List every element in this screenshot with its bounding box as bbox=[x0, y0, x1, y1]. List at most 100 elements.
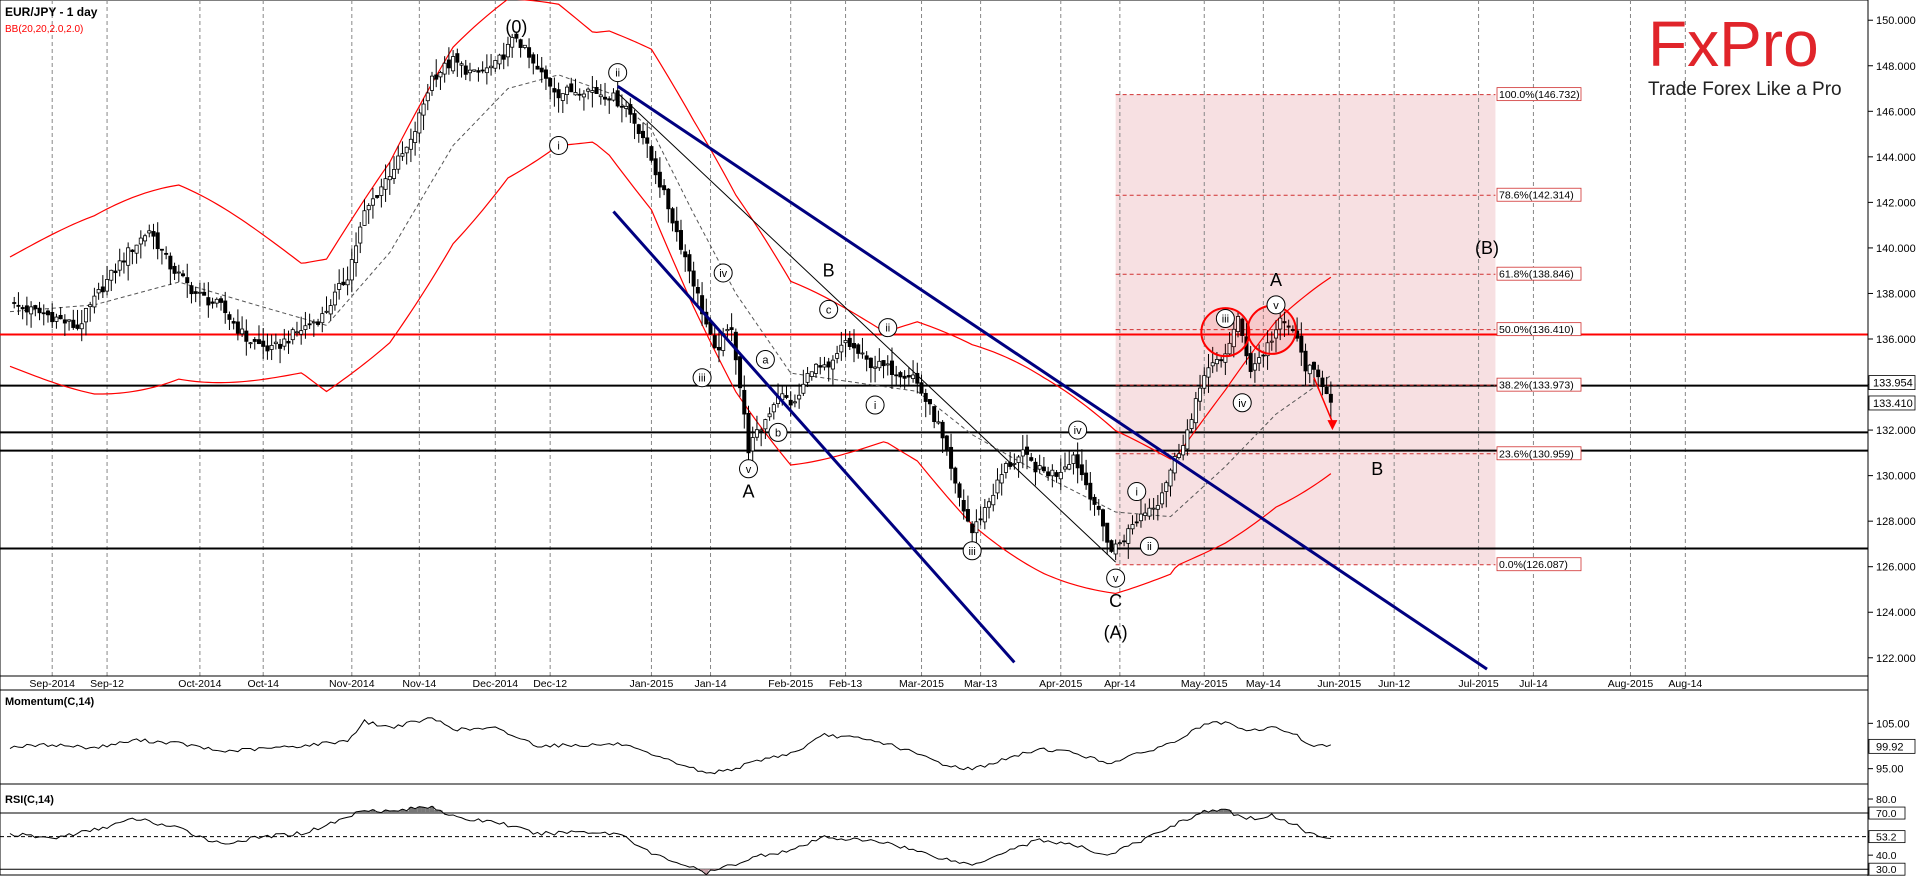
candle-body bbox=[1214, 359, 1219, 365]
candle-body bbox=[362, 210, 367, 226]
candle-body bbox=[1248, 353, 1253, 372]
candle-body bbox=[1071, 454, 1076, 464]
candle-body bbox=[809, 371, 814, 377]
candle-body bbox=[366, 205, 371, 211]
candle-body bbox=[1185, 429, 1190, 450]
candle-body bbox=[1286, 325, 1291, 328]
momentum-last-label: 99.92 bbox=[1876, 741, 1904, 753]
candle-body bbox=[940, 421, 945, 439]
wave-label: a bbox=[762, 354, 769, 366]
candle-body bbox=[467, 69, 472, 74]
rsi-tick-box bbox=[1868, 806, 1906, 820]
candle-body bbox=[240, 328, 245, 335]
candle-body bbox=[273, 341, 278, 345]
candle-body bbox=[278, 343, 283, 349]
candle-body bbox=[1257, 357, 1262, 364]
fib-label-box bbox=[1496, 557, 1582, 572]
candle-body bbox=[143, 235, 148, 242]
candle-body bbox=[868, 357, 873, 369]
candle-body bbox=[594, 87, 599, 94]
wave-circle bbox=[713, 263, 733, 283]
candle-body bbox=[1122, 540, 1127, 543]
candle-body bbox=[767, 413, 772, 418]
candle-body bbox=[58, 314, 63, 320]
candle-body bbox=[489, 65, 494, 69]
candle-body bbox=[522, 44, 527, 48]
rsi-tick-label: 53.2 bbox=[1876, 832, 1897, 844]
wave-label: v bbox=[1113, 573, 1119, 585]
x-tick-label: Dec-2014 bbox=[473, 678, 519, 690]
candle-body bbox=[923, 392, 928, 402]
candle-body bbox=[619, 105, 624, 108]
candle-body bbox=[45, 310, 50, 316]
candle-body bbox=[159, 248, 164, 251]
wave-label: iii bbox=[968, 546, 975, 558]
candle-body bbox=[1172, 456, 1177, 474]
wave-label: iii bbox=[1222, 314, 1229, 326]
candle-body bbox=[1109, 540, 1114, 552]
candle-body bbox=[1033, 461, 1038, 473]
y-tick-label: 126.000 bbox=[1876, 562, 1916, 574]
candle-body bbox=[185, 277, 190, 284]
candle-body bbox=[797, 394, 802, 400]
candle-body bbox=[746, 412, 751, 454]
candle-body bbox=[16, 304, 21, 307]
candle-body bbox=[852, 343, 857, 349]
candle-body bbox=[965, 509, 970, 522]
fib-level-label: 78.6%(142.314) bbox=[1499, 190, 1574, 202]
candle-body bbox=[1164, 482, 1169, 492]
candle-body bbox=[214, 298, 219, 304]
candle-body bbox=[919, 382, 924, 394]
wave-label: (B) bbox=[1475, 238, 1499, 258]
wave-circle bbox=[1266, 295, 1286, 315]
candle-body bbox=[1202, 375, 1207, 389]
candle-body bbox=[67, 319, 72, 322]
candle-body bbox=[738, 356, 743, 389]
candle-body bbox=[189, 285, 194, 295]
candle-body bbox=[121, 260, 126, 263]
candle-body bbox=[1282, 321, 1287, 324]
candle-body bbox=[1050, 469, 1055, 477]
candle-body bbox=[307, 323, 312, 326]
candle-body bbox=[155, 232, 160, 250]
candle-body bbox=[645, 137, 650, 144]
candle-body bbox=[1092, 496, 1097, 505]
candle-body bbox=[1269, 340, 1274, 343]
wave-label: i bbox=[557, 140, 559, 152]
rsi-tick-box bbox=[1868, 830, 1906, 844]
wave-circle bbox=[819, 299, 839, 319]
x-tick-label: Aug-14 bbox=[1668, 678, 1702, 690]
candles bbox=[12, 32, 1333, 561]
candle-body bbox=[1278, 317, 1283, 330]
x-tick-label: Jul-2015 bbox=[1458, 678, 1498, 690]
candle-body bbox=[193, 291, 198, 294]
x-tick-label: Jun-2015 bbox=[1317, 678, 1361, 690]
candle-body bbox=[1113, 543, 1118, 555]
wave-label: C bbox=[1109, 591, 1122, 611]
main-panel: 100.0%(146.732) 78.6%(142.314) 61.8%(138.8… bbox=[0, 0, 1869, 875]
candle-body bbox=[1020, 449, 1025, 457]
x-tick-label: May-2015 bbox=[1181, 678, 1228, 690]
candle-body bbox=[1168, 469, 1173, 487]
candle-body bbox=[105, 279, 110, 292]
candle-body bbox=[404, 146, 409, 154]
rsi-label: RSI(C,14) bbox=[5, 794, 54, 806]
candle-body bbox=[932, 406, 937, 423]
candle-body bbox=[235, 321, 240, 334]
y-tick-label: 136.000 bbox=[1876, 334, 1916, 346]
wave-circle bbox=[1215, 309, 1235, 329]
candle-body bbox=[299, 330, 304, 335]
x-tick-label: Sep-2014 bbox=[29, 678, 75, 690]
forecast-arrow-head bbox=[1327, 420, 1338, 431]
candle-body bbox=[92, 295, 97, 308]
candle-body bbox=[666, 188, 671, 210]
candle-body bbox=[687, 254, 692, 272]
wave-circle bbox=[1232, 393, 1252, 413]
candle-body bbox=[1219, 359, 1224, 362]
candle-body bbox=[1037, 465, 1042, 470]
x-tick-label: Jul-14 bbox=[1519, 678, 1548, 690]
candle-body bbox=[1316, 369, 1321, 378]
candle-body bbox=[218, 298, 223, 303]
candle-body bbox=[603, 96, 608, 100]
